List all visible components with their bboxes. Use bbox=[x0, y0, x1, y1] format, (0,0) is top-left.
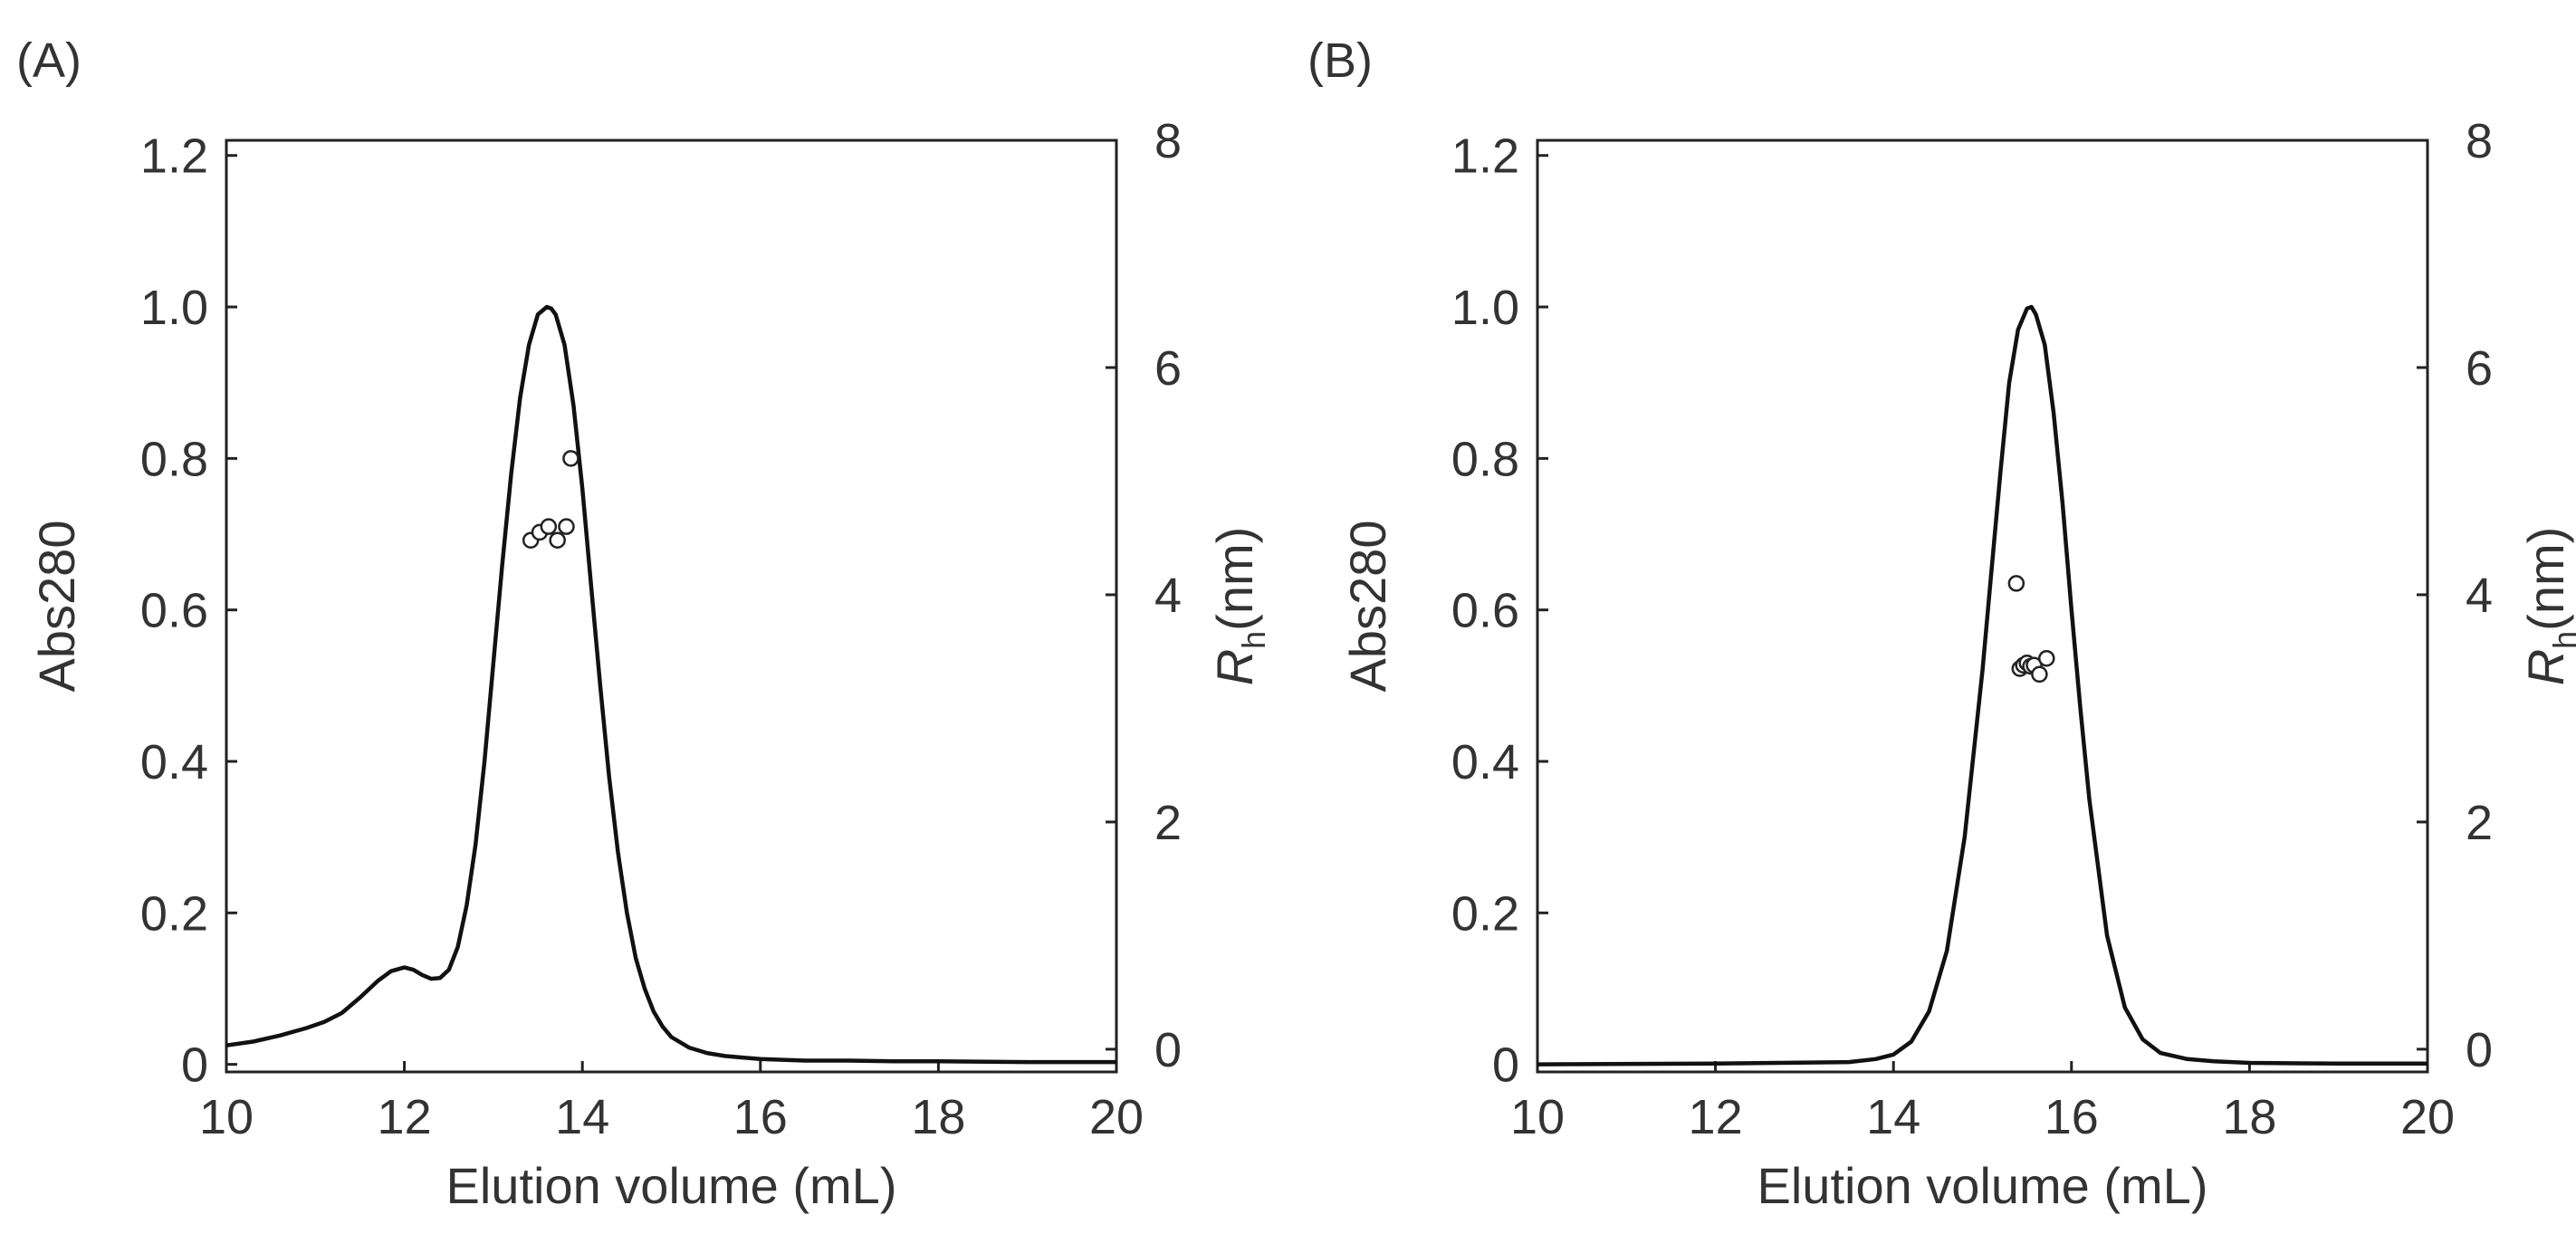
y-tick-label: 1.0 bbox=[1451, 281, 1519, 335]
y2-title-unit: (nm) bbox=[1206, 527, 1263, 631]
absorbance-curve bbox=[1537, 304, 2428, 1066]
y2-title-symbol: R bbox=[1206, 649, 1263, 685]
panel-b: (B)10 12 14 16 18 2000.20.40.60.81.01.202468E… bbox=[1307, 33, 2576, 1214]
y2-tick-label: 4 bbox=[1154, 569, 1182, 623]
x-tick-label: 10 bbox=[1510, 1090, 1565, 1144]
plot-frame bbox=[1536, 139, 2429, 1074]
y2-title-symbol: R bbox=[2517, 649, 2574, 685]
y2-title-subscript: h bbox=[2546, 631, 2576, 649]
y-tick-label: 0 bbox=[1492, 1038, 1519, 1093]
x-tick-label: 12 bbox=[378, 1090, 432, 1144]
x-tick-label: 14 bbox=[555, 1090, 609, 1144]
y-tick-label: 0.4 bbox=[1451, 735, 1519, 789]
panel-label: (A) bbox=[16, 33, 81, 88]
rh-data-point bbox=[562, 450, 579, 467]
y-tick-label: 1.2 bbox=[1451, 129, 1519, 184]
y-tick-label: 0.6 bbox=[140, 584, 208, 638]
x-tick-label: 20 bbox=[2400, 1090, 2455, 1144]
x-tick-label: 18 bbox=[911, 1090, 965, 1144]
rh-data-point bbox=[549, 531, 566, 549]
y-tick-label: 0 bbox=[181, 1038, 208, 1093]
y2-title-subscript: h bbox=[1235, 631, 1272, 649]
plot-frame bbox=[225, 139, 1118, 1074]
y-tick-label: 0.6 bbox=[1451, 584, 1519, 638]
x-axis-title: Elution volume (mL) bbox=[1757, 1157, 2208, 1214]
x-tick-label: 10 bbox=[199, 1090, 254, 1144]
rh-data-point bbox=[540, 518, 558, 535]
y-tick-label: 0.8 bbox=[1451, 432, 1519, 486]
y-tick-label: 0.8 bbox=[140, 432, 208, 486]
y2-tick-label: 6 bbox=[1154, 341, 1182, 396]
y-axis-title: Abs280 bbox=[1339, 521, 1396, 693]
y2-axis-title: Rh(nm) bbox=[2517, 527, 2576, 686]
rh-data-point bbox=[2031, 665, 2048, 684]
y2-axis-title: Rh(nm) bbox=[1206, 527, 1272, 686]
y-tick-label: 1.0 bbox=[140, 281, 208, 335]
y2-tick-label: 6 bbox=[2466, 341, 2493, 396]
y-tick-label: 1.2 bbox=[140, 129, 208, 184]
y-tick-label: 0.4 bbox=[140, 735, 208, 789]
y2-tick-label: 8 bbox=[2466, 114, 2493, 168]
absorbance-curve bbox=[225, 304, 1116, 1065]
y2-tick-label: 0 bbox=[2466, 1023, 2493, 1077]
x-tick-label: 12 bbox=[1689, 1090, 1743, 1144]
y2-tick-label: 2 bbox=[1154, 796, 1182, 850]
x-tick-label: 14 bbox=[1866, 1090, 1920, 1144]
y-tick-label: 0.2 bbox=[140, 886, 208, 941]
x-tick-label: 16 bbox=[2045, 1090, 2099, 1144]
x-tick-label: 18 bbox=[2222, 1090, 2276, 1144]
y2-tick-label: 8 bbox=[1154, 114, 1182, 168]
y2-tick-label: 0 bbox=[1154, 1023, 1182, 1077]
y2-title-unit: (nm) bbox=[2517, 527, 2574, 631]
y-axis-title: Abs280 bbox=[28, 521, 85, 693]
rh-data-point bbox=[2038, 649, 2055, 667]
panel-a: (A)10 12 14 16 18 2000.20.40.60.81.01.202468E… bbox=[16, 33, 1272, 1214]
x-axis-title: Elution volume (mL) bbox=[446, 1157, 897, 1214]
rh-data-point bbox=[2007, 575, 2025, 592]
y2-tick-label: 2 bbox=[2466, 796, 2493, 850]
y-tick-label: 0.2 bbox=[1451, 886, 1519, 941]
x-tick-label: 20 bbox=[1089, 1090, 1144, 1144]
x-tick-label: 16 bbox=[733, 1090, 788, 1144]
rh-data-point bbox=[558, 518, 575, 535]
y2-tick-label: 4 bbox=[2466, 569, 2493, 623]
panel-label: (B) bbox=[1307, 33, 1373, 88]
